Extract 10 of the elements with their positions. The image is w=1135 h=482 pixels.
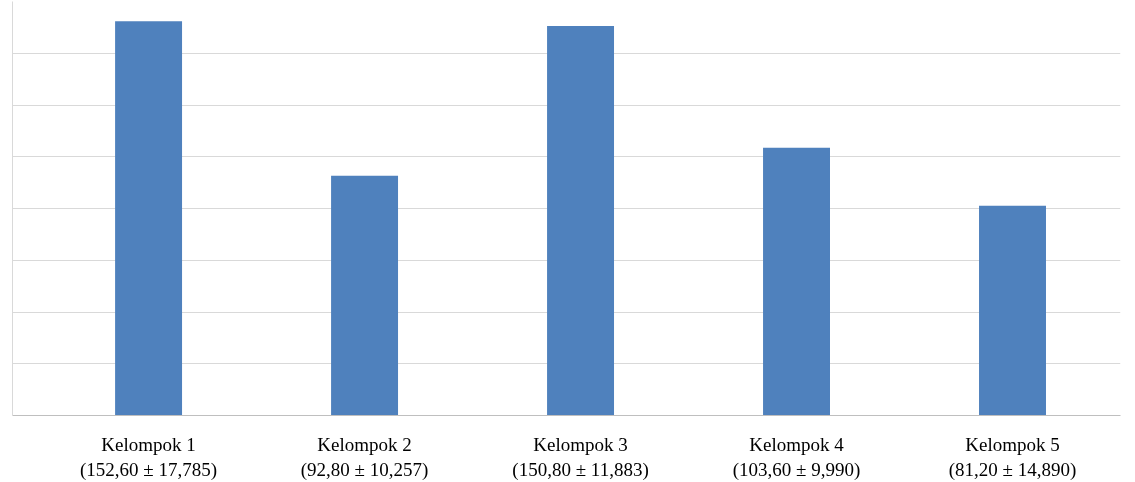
bar xyxy=(331,175,399,416)
x-tick-label: Kelompok 1 (152,60 ± 17,785) xyxy=(80,433,218,481)
bar xyxy=(763,147,830,416)
x-tick-label: Kelompok 3 (150,80 ± 11,883) xyxy=(512,433,649,481)
x-tick-label: Kelompok 4 (103,60 ± 9,990) xyxy=(732,433,861,481)
bar xyxy=(547,25,615,416)
x-tick-label: Kelompok 2 (92,80 ± 10,257) xyxy=(300,433,429,481)
x-tick-label: Kelompok 5 (81,20 ± 14,890) xyxy=(948,433,1077,481)
bar xyxy=(115,21,183,416)
bar xyxy=(979,205,1046,416)
